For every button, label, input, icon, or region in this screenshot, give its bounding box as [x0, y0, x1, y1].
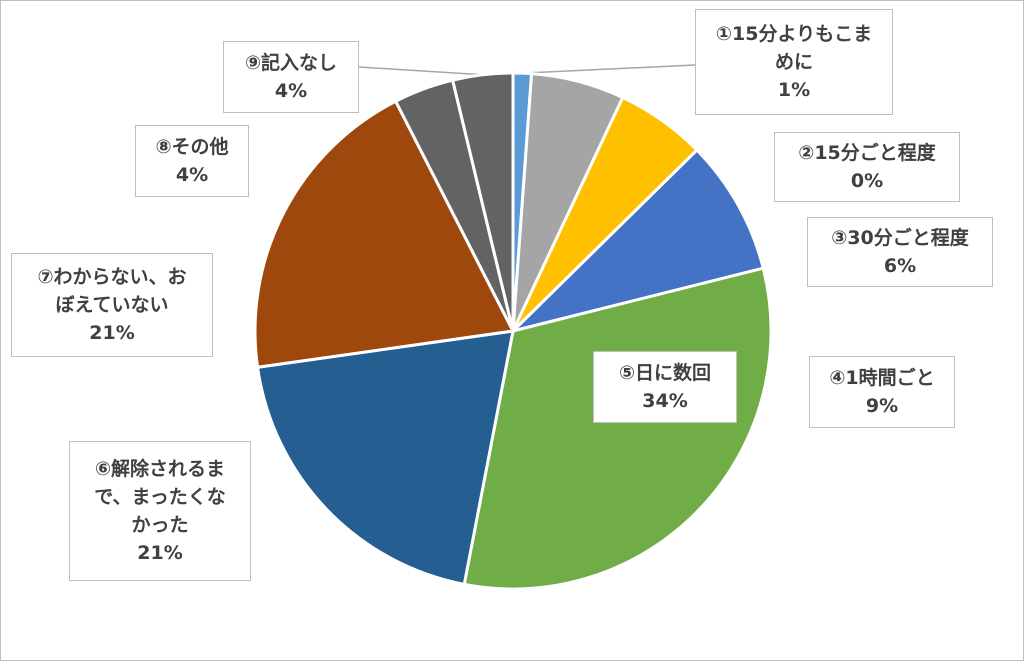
pie-slice [255, 329, 515, 587]
leader-lines [358, 64, 696, 76]
slice-value-label: 34% [642, 390, 688, 412]
slice-value-label: 0% [850, 170, 884, 192]
slice-value-label: 4% [274, 80, 308, 102]
callout-slice-6: ⑥解除されるま で、まったくな かった 21% [69, 441, 251, 581]
slice-label: ①15分よりもこま めに [715, 23, 873, 73]
callout-slice-4: ④1時間ごと 9% [809, 356, 955, 428]
slice-value-label: 1% [777, 79, 811, 101]
slice-label: ③30分ごと程度 [831, 227, 969, 249]
slice-label: ⑦わからない、お ぼえていない [37, 266, 187, 316]
slice-label: ⑤日に数回 [618, 362, 712, 384]
callout-slice-9: ⑨記入なし 4% [223, 41, 359, 113]
callout-slice-7: ⑦わからない、お ぼえていない 21% [11, 253, 213, 357]
callout-slice-8: ⑧その他 4% [135, 125, 249, 197]
slice-label: ⑨記入なし [244, 52, 338, 74]
callout-slice-5: ⑤日に数回 34% [593, 351, 737, 423]
pie-slice [462, 266, 773, 591]
slice-value-label: 9% [865, 395, 899, 417]
slice-label: ④1時間ごと [829, 367, 935, 389]
callout-slice-3: ③30分ごと程度 6% [807, 217, 993, 287]
slice-label: ②15分ごと程度 [798, 142, 936, 164]
pie-slice [450, 71, 515, 332]
slice-label: ⑧その他 [155, 136, 229, 158]
leader-line [522, 64, 696, 74]
callout-slice-2: ②15分ごと程度 0% [774, 132, 960, 202]
slice-value-label: 4% [175, 164, 209, 186]
leader-line [358, 66, 483, 76]
pie-slices [253, 71, 773, 591]
pie-slice [508, 147, 766, 334]
slice-label: ⑥解除されるま で、まったくな かった [94, 458, 226, 536]
callout-slice-1: ①15分よりもこま めに 1% [695, 9, 893, 115]
slice-value-label: 6% [883, 255, 917, 277]
slice-value-label: 21% [89, 322, 135, 344]
pie-slice [253, 99, 516, 369]
slice-value-label: 21% [137, 542, 183, 564]
